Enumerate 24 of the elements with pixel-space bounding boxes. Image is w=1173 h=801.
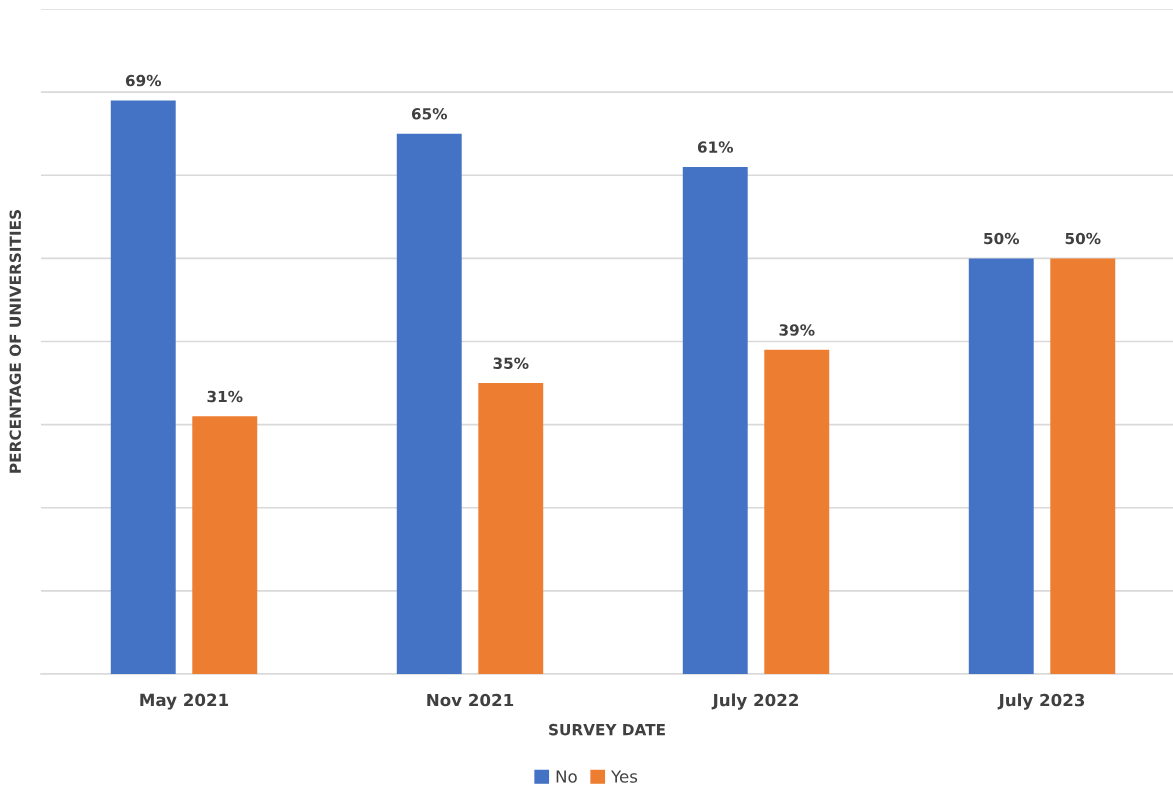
data-label: 31% (207, 390, 243, 403)
bar (764, 349, 830, 674)
x-tick-label: May 2021 (140, 693, 229, 710)
data-label: 50% (1065, 232, 1101, 245)
data-label: 35% (493, 357, 529, 369)
data-label: 69% (125, 74, 162, 87)
x-tick-label: July 2022 (711, 693, 798, 710)
data-label: 65% (411, 108, 448, 120)
data-label: 50% (984, 232, 1020, 245)
legend-label: No (556, 770, 577, 783)
data-label: 61% (697, 141, 734, 153)
x-axis-title: SURVEY DATE (549, 723, 665, 736)
data-label: 39% (779, 324, 815, 336)
bar (396, 133, 462, 674)
bar (968, 258, 1034, 674)
bar (1050, 258, 1116, 674)
bar (192, 416, 258, 674)
bar (110, 100, 176, 674)
x-tick-label: July 2023 (997, 693, 1085, 710)
x-tick-label: Nov 2021 (427, 693, 514, 707)
y-axis-title: PERCENTAGE OF UNIVERSITIES (9, 210, 22, 473)
bar (682, 166, 748, 674)
legend-label: Yes (611, 770, 638, 783)
bar (478, 383, 544, 674)
